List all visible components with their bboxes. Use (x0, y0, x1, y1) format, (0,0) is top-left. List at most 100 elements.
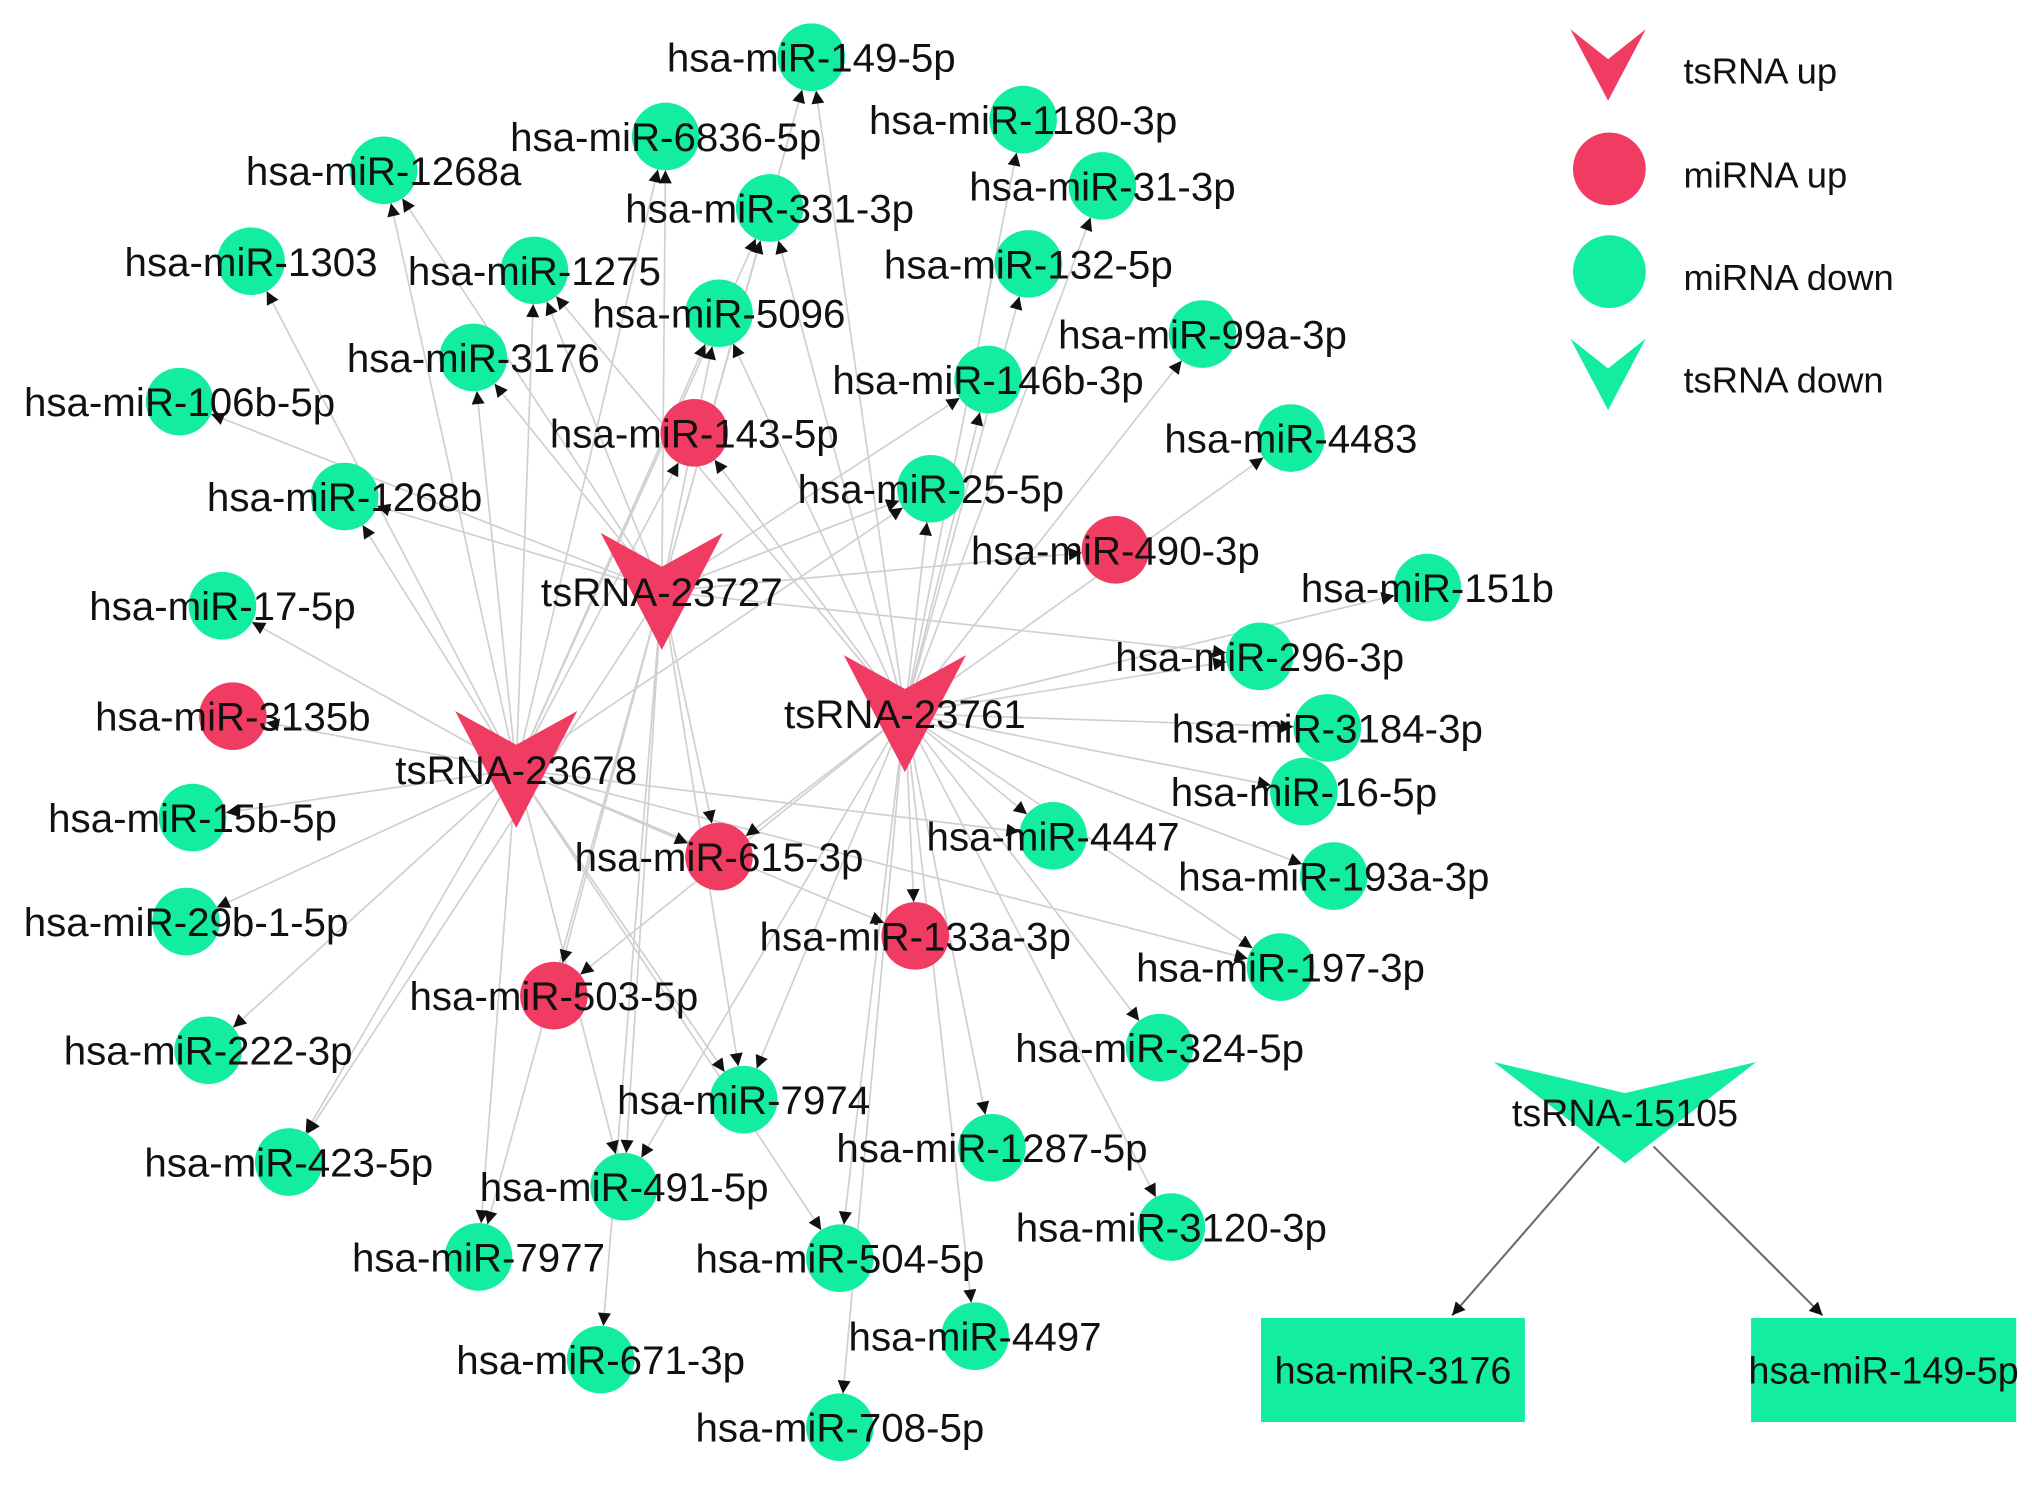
node-label: hsa-miR-222-3p (64, 1029, 353, 1074)
mirna-down-node (310, 462, 379, 531)
node-label: hsa-miR-491-5p (480, 1165, 769, 1210)
mirna-box-node (1261, 1318, 1525, 1423)
arrowhead (658, 170, 672, 184)
edge-line (344, 495, 663, 593)
mirna-up-node (1081, 516, 1150, 584)
edge-line (516, 768, 1054, 837)
edge-line (623, 713, 906, 1188)
node-label: hsa-miR-490-3p (971, 528, 1260, 573)
node-label: hsa-miR-29b-1-5p (24, 900, 349, 945)
arrowhead (1212, 644, 1227, 658)
edge-line (185, 768, 517, 923)
edge-line (904, 713, 1173, 1228)
edge-line (904, 655, 1260, 715)
arrowhead (580, 961, 595, 975)
circle-icon (1572, 235, 1646, 309)
edge-line (515, 488, 932, 771)
arrowhead (755, 1053, 768, 1069)
arrowhead (919, 522, 932, 536)
arrowhead (837, 1380, 851, 1394)
edge-line (1652, 1145, 1824, 1317)
arrowhead (1808, 1301, 1823, 1316)
node-label: hsa-miR-671-3p (456, 1338, 745, 1383)
arrowhead (251, 622, 267, 635)
node-label: hsa-miR-1303 (125, 240, 378, 285)
edge-line (516, 768, 1281, 968)
arrowhead (545, 301, 558, 317)
arrowhead (838, 1210, 852, 1225)
edge-line (904, 119, 1024, 714)
mirna-down-node (1068, 152, 1137, 220)
arrowhead (745, 822, 761, 836)
mirna-down-node (1168, 300, 1237, 368)
mirna-down-node (590, 1152, 658, 1221)
edge-line (288, 590, 663, 1163)
edge-line (904, 713, 976, 1337)
mirna-down-node (174, 1016, 242, 1085)
mirna-up-node (685, 822, 753, 891)
arrowhead (1238, 935, 1253, 949)
sub-network: hsa-miR-3176 hsa-miR-149-5p tsRNA-15105 (1261, 1061, 2019, 1423)
arrowhead (702, 809, 716, 824)
arrowhead (1280, 719, 1294, 733)
node-label: hsa-miR-3176 (347, 336, 600, 381)
mirna-down-node (709, 1065, 778, 1134)
mirna-down-node (806, 1393, 874, 1462)
edge-line (661, 590, 1260, 658)
arrowhead (471, 391, 485, 405)
node-label: hsa-miR-99a-3p (1058, 313, 1347, 358)
edge-line (515, 432, 696, 770)
mirna-down-node (152, 887, 220, 956)
edge-line (207, 768, 517, 1051)
edge-line (515, 136, 667, 770)
node-label: hsa-miR-1287-5p (836, 1126, 1147, 1171)
node-label: hsa-miR-4447 (927, 814, 1180, 859)
mirna-down-node (217, 227, 285, 296)
arrowhead (1256, 776, 1271, 789)
arrowhead (620, 1139, 634, 1154)
arrowhead (556, 296, 570, 311)
mirna-down-node (1137, 1193, 1206, 1261)
node-label: hsa-miR-324-5p (1015, 1026, 1304, 1071)
edge-line (515, 769, 745, 1101)
hub-label: tsRNA-23761 (784, 692, 1026, 737)
arrowhead (1079, 217, 1093, 232)
v-shape-icon (1570, 338, 1646, 411)
edge-line (660, 136, 667, 592)
mirna-down-node (1270, 757, 1338, 826)
node-label: hsa-miR-149-5p (667, 36, 956, 81)
mirna-down-node (1246, 933, 1315, 1001)
mirna-down-node (158, 783, 227, 852)
edge-line (599, 591, 663, 1360)
node-label: hsa-miR-708-5p (695, 1406, 984, 1451)
node-label: hsa-miR-146b-3p (832, 358, 1143, 403)
edge-line (810, 57, 906, 714)
arrowhead (1068, 547, 1082, 561)
arrowhead (1005, 823, 1020, 837)
node-label: hsa-miR-17-5p (89, 584, 355, 629)
arrowhead (673, 832, 688, 845)
edge-line (623, 591, 663, 1187)
arrowhead (1009, 296, 1023, 311)
legend-item: tsRNA up (1570, 29, 1837, 101)
arrowhead (1212, 657, 1227, 671)
arrowhead (475, 1209, 489, 1224)
arrowhead (648, 169, 662, 184)
arrowhead (976, 1100, 990, 1115)
edge-layer (179, 56, 1428, 1428)
edge-line (382, 169, 663, 592)
edge-line (288, 769, 517, 1163)
arrowhead (362, 525, 376, 540)
node-label: hsa-miR-151b (1301, 566, 1554, 611)
edge-line (839, 713, 906, 1259)
edge-line (904, 379, 989, 714)
legend-item: miRNA down (1572, 235, 1894, 309)
mirna-up-node (199, 682, 267, 750)
mirna-down-node (631, 102, 700, 171)
legend-label: miRNA up (1683, 154, 1847, 195)
arrowhead (225, 804, 240, 818)
arrowhead (945, 397, 960, 411)
edge-line (472, 357, 518, 770)
edge-line (661, 548, 1116, 593)
